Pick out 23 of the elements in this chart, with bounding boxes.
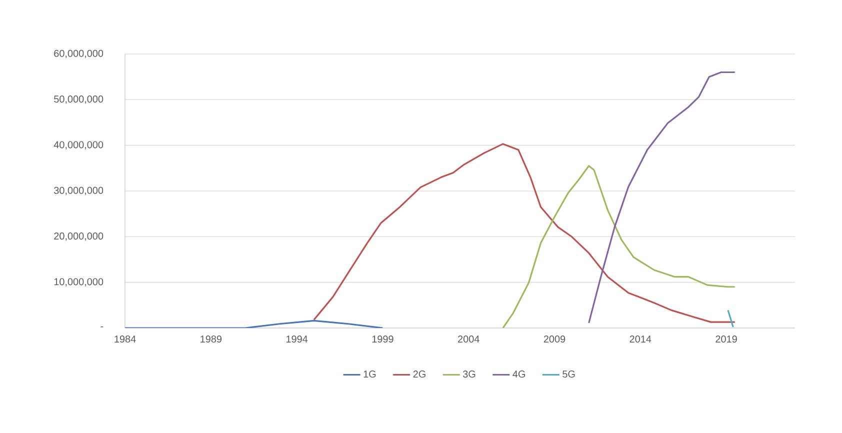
y-tick-label: - — [100, 326, 104, 328]
x-tick-label: 1999 — [372, 336, 394, 343]
legend-label: 2G — [413, 370, 426, 378]
x-tick-label: 2014 — [630, 336, 652, 343]
x-tick-label: 2019 — [716, 336, 737, 343]
y-tick-label: 10,000,000 — [54, 278, 104, 286]
legend-label: 5G — [562, 370, 575, 378]
line-series — [313, 143, 736, 323]
x-tick-label: 2004 — [458, 336, 480, 343]
x-tick-label: 1994 — [286, 336, 308, 343]
legend-label: 1G — [364, 370, 376, 378]
y-tick-label: 60,000,000 — [54, 50, 104, 58]
y-tick-label: 20,000,000 — [54, 232, 104, 241]
y-tick-label: 30,000,000 — [54, 186, 104, 196]
y-tick-label: 50,000,000 — [54, 96, 104, 104]
x-tick-label: 2009 — [544, 336, 566, 343]
y-tick-label: 40,000,000 — [54, 141, 104, 150]
legend-label: 3G — [462, 370, 476, 378]
x-tick-label: 1984 — [114, 336, 136, 343]
line-series — [588, 71, 736, 324]
x-tick-label: 1989 — [200, 336, 222, 343]
line-series — [502, 165, 736, 328]
legend-label: 4G — [512, 370, 525, 378]
